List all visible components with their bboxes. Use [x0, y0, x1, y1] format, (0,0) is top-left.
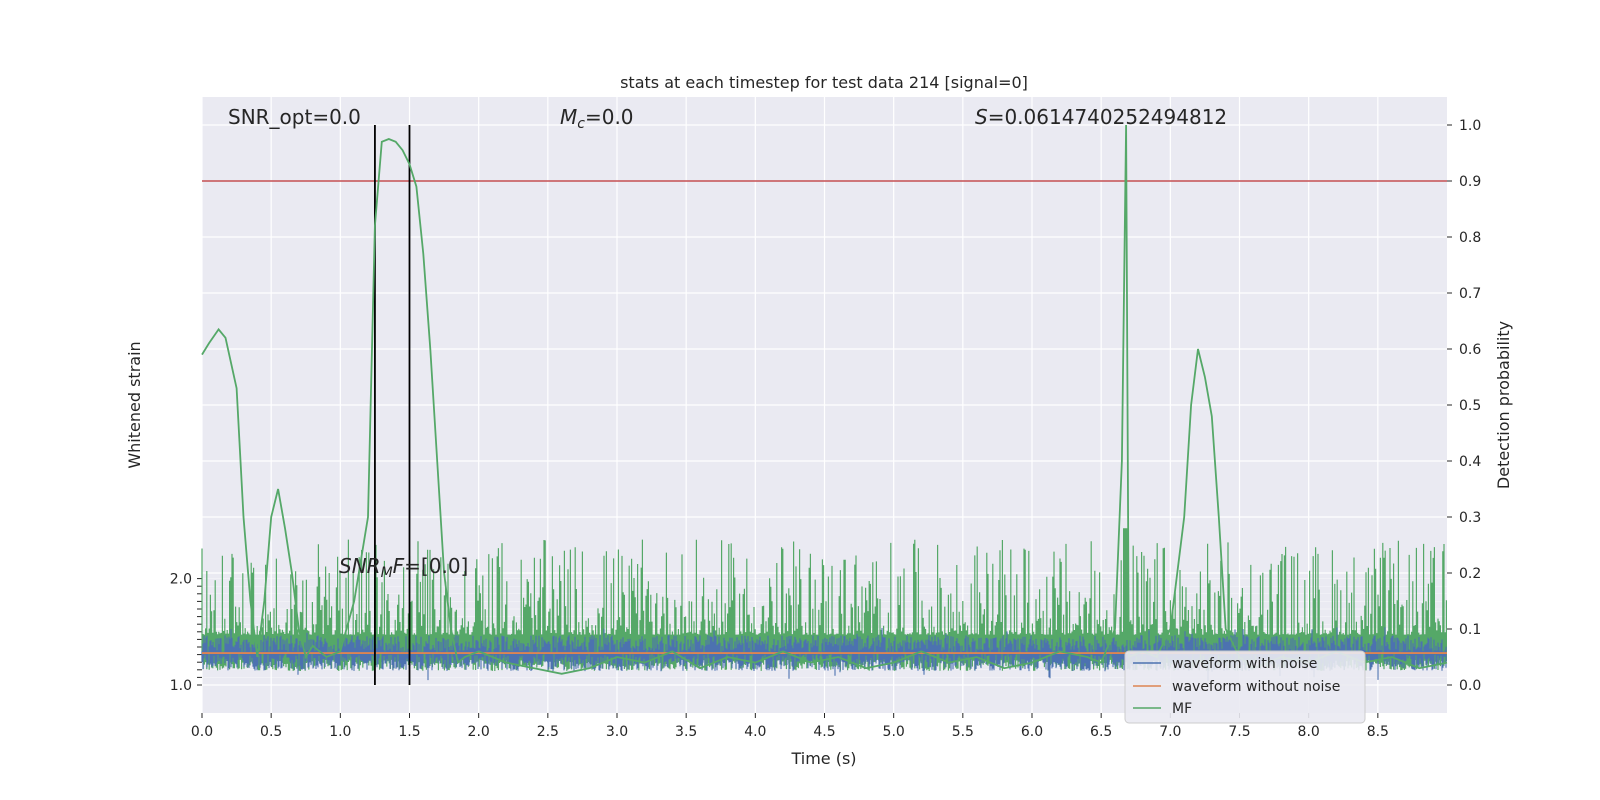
legend-label-mf: MF	[1172, 701, 1192, 717]
x-tick-label: 6.0	[1021, 724, 1043, 740]
x-tick-label: 4.5	[813, 724, 835, 740]
right-axis-label: Detection probability	[1494, 321, 1513, 489]
right-tick-label: 0.8	[1459, 230, 1481, 246]
left-axis-ticks: 2.0 1.0	[170, 572, 202, 694]
right-tick-label: 0.5	[1459, 398, 1481, 414]
detection-probability-curve	[201, 124, 1448, 675]
left-tick-label: 1.0	[170, 678, 192, 694]
legend-box	[1124, 650, 1366, 724]
x-axis-ticks: 0.0 0.5 1.0 1.5 2.0 2.5 3.0 3.5 4.0 4.5 5.0 5.5 6.0 6…	[191, 713, 1389, 740]
chart-title: stats at each timestep for test data 214…	[620, 73, 1028, 92]
chirp-mass-annotation: Mc=0.0	[560, 105, 634, 132]
right-tick-label: 0.7	[1459, 286, 1481, 302]
x-tick-label: 3.0	[606, 724, 628, 740]
right-tick-label: 1.0	[1459, 118, 1481, 134]
score-annotation: S=0.0614740252494812	[975, 105, 1227, 129]
right-tick-label: 0.1	[1459, 622, 1481, 638]
x-tick-label: 7.5	[1228, 724, 1250, 740]
legend: waveform with noise waveform without noi…	[1124, 650, 1366, 724]
x-tick-label: 8.0	[1298, 724, 1320, 740]
right-axis-ticks: 0.0 0.1 0.2 0.3 0.4 0.5 0.6 0.7 0.8 0.9 1.0	[1447, 118, 1481, 694]
x-tick-label: 5.0	[883, 724, 905, 740]
right-tick-label: 0.4	[1459, 454, 1481, 470]
right-tick-label: 0.0	[1459, 678, 1481, 694]
legend-label-noise: waveform with noise	[1172, 656, 1317, 672]
snr-mf-annotation: SNRMF=[0.0]	[339, 554, 468, 581]
x-tick-label: 6.5	[1090, 724, 1112, 740]
x-tick-label: 1.0	[329, 724, 351, 740]
x-tick-label: 3.5	[675, 724, 697, 740]
x-tick-label: 0.0	[191, 724, 213, 740]
left-axis-label: Whitened strain	[125, 341, 144, 468]
snr-opt-annotation: SNR_opt=0.0	[228, 105, 361, 129]
x-tick-label: 4.0	[744, 724, 766, 740]
x-tick-label: 1.5	[398, 724, 420, 740]
x-tick-label: 8.5	[1367, 724, 1389, 740]
right-tick-label: 0.6	[1459, 342, 1481, 358]
x-tick-label: 5.5	[952, 724, 974, 740]
legend-label-clean: waveform without noise	[1172, 679, 1340, 695]
left-tick-label: 2.0	[170, 572, 192, 588]
x-tick-label: 0.5	[260, 724, 282, 740]
right-tick-label: 0.9	[1459, 174, 1481, 190]
x-tick-label: 2.5	[537, 724, 559, 740]
x-tick-label: 7.0	[1159, 724, 1181, 740]
right-tick-label: 0.3	[1459, 510, 1481, 526]
right-tick-label: 0.2	[1459, 566, 1481, 582]
x-axis-label: Time (s)	[790, 749, 856, 768]
x-tick-label: 2.0	[468, 724, 490, 740]
